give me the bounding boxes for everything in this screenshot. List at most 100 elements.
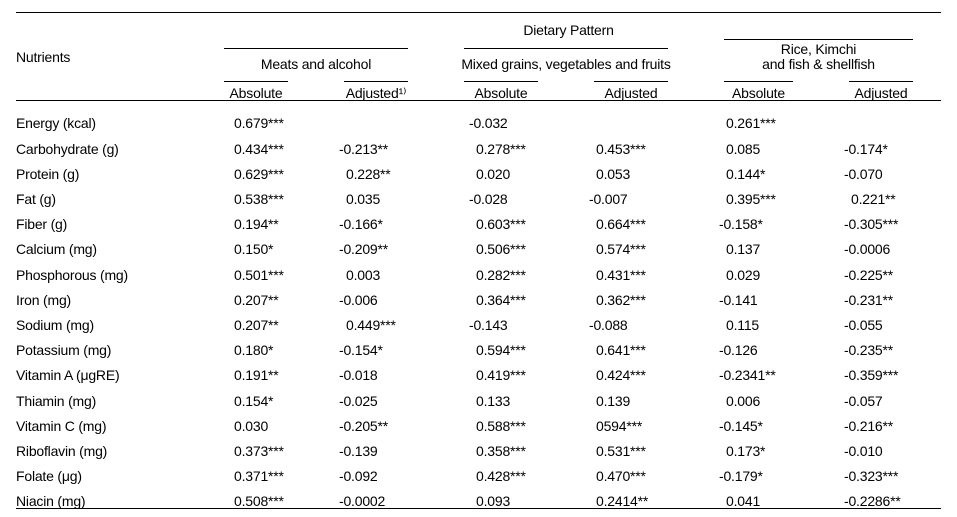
nutrient-name: Protein (g) [16,156,196,181]
cell-value: 0.428*** [436,458,566,483]
cell-value [821,101,941,131]
cell-value: 0.664*** [566,206,696,231]
cell-value: -0.323*** [821,458,941,483]
cell-value: 0.431*** [566,256,696,281]
cell-value: 0.278*** [436,130,566,155]
cell-value: 0.501*** [196,256,316,281]
cell-value: 0.470*** [566,458,696,483]
cell-value: 0.150* [196,231,316,256]
header-dietary-pattern: Dietary Pattern [196,13,941,38]
cell-value: 0.228** [316,156,436,181]
nutrient-name: Fiber (g) [16,206,196,231]
cell-value: 0.093 [436,483,566,509]
cell-value: 0.139 [566,382,696,407]
cell-value: 0.358*** [436,433,566,458]
cell-value: 0.194** [196,206,316,231]
table-row: Fat (g)0.538***0.035-0.028-0.0070.395***… [16,181,941,206]
nutrient-name: Sodium (mg) [16,307,196,332]
cell-value: -0.139 [316,433,436,458]
cell-value: 0.041 [696,483,821,509]
nutrient-name: Energy (kcal) [16,101,196,131]
header-group-0: Meats and alcohol [196,37,436,75]
table-row: Vitamin A (μgRE)0.191**-0.0180.419***0.4… [16,357,941,382]
cell-value: 0.180* [196,332,316,357]
cell-value: -0.006 [316,282,436,307]
nutrient-name: Potassium (mg) [16,332,196,357]
nutrient-name: Fat (g) [16,181,196,206]
nutrient-name: Riboflavin (mg) [16,433,196,458]
header-sub-adj-0: Adjusted¹⁾ [316,75,436,101]
cell-value [566,101,696,131]
cell-value: 0.364*** [436,282,566,307]
cell-value: 0.371*** [196,458,316,483]
cell-value: -0.145* [696,408,821,433]
cell-value: 0.538*** [196,181,316,206]
cell-value: -0.216** [821,408,941,433]
cell-value: 0.506*** [436,231,566,256]
nutrient-name: Niacin (mg) [16,483,196,509]
table-row: Niacin (mg)0.508***-0.00020.0930.2414**0… [16,483,941,509]
table-row: Fiber (g)0.194**-0.166*0.603***0.664***-… [16,206,941,231]
header-sub-adj-2: Adjusted [821,75,941,101]
cell-value: 0.588*** [436,408,566,433]
cell-value: -0.032 [436,101,566,131]
cell-value: 0.053 [566,156,696,181]
cell-value: 0.207** [196,282,316,307]
table-row: Sodium (mg)0.207**0.449***-0.143-0.0880.… [16,307,941,332]
nutrient-name: Carbohydrate (g) [16,130,196,155]
header-group-2: Rice, Kimchi and fish & shellfish [696,37,941,75]
cell-value: -0.057 [821,382,941,407]
cell-value: -0.0002 [316,483,436,509]
cell-value: 0.434*** [196,130,316,155]
header-nutrients: Nutrients [16,13,196,101]
cell-value: 0.030 [196,408,316,433]
cell-value: -0.0006 [821,231,941,256]
header-dietary-pattern-label: Dietary Pattern [523,22,613,38]
cell-value: -0.088 [566,307,696,332]
header-group-0-label: Meats and alcohol [196,49,436,72]
cell-value: 0.574*** [566,231,696,256]
cell-value: -0.007 [566,181,696,206]
header-group-1: Mixed grains, vegetables and fruits [436,37,696,75]
cell-value: 0.191** [196,357,316,382]
cell-value: -0.231** [821,282,941,307]
cell-value: 0.679*** [196,101,316,131]
cell-value: -0.225** [821,256,941,281]
cell-value: 0.144* [696,156,821,181]
cell-value: 0.531*** [566,433,696,458]
nutrient-name: Folate (μg) [16,458,196,483]
cell-value: -0.209** [316,231,436,256]
cell-value: 0.453*** [566,130,696,155]
cell-value: 0.594*** [436,332,566,357]
cell-value: 0.362*** [566,282,696,307]
cell-value: -0.166* [316,206,436,231]
cell-value: -0.141 [696,282,821,307]
table-row: Protein (g)0.629***0.228**0.0200.0530.14… [16,156,941,181]
nutrient-name: Vitamin A (μgRE) [16,357,196,382]
nutrient-name: Thiamin (mg) [16,382,196,407]
cell-value: 0.154* [196,382,316,407]
cell-value: -0.092 [316,458,436,483]
table-row: Folate (μg)0.371***-0.0920.428***0.470**… [16,458,941,483]
header-sub-abs-0: Absolute [196,75,316,101]
cell-value: 0594*** [566,408,696,433]
cell-value: 0.629*** [196,156,316,181]
cell-value: 0.003 [316,256,436,281]
header-group-2-label: Rice, Kimchi and fish & shellfish [696,40,941,73]
header-sub-adj-1: Adjusted [566,75,696,101]
header-sub-abs-2: Absolute [696,75,821,101]
cell-value: -0.158* [696,206,821,231]
cell-value: -0.179* [696,458,821,483]
cell-value: -0.2341** [696,357,821,382]
table-row: Iron (mg)0.207**-0.0060.364***0.362***-0… [16,282,941,307]
cell-value: 0.603*** [436,206,566,231]
cell-value: 0.449*** [316,307,436,332]
table-row: Phosphorous (mg)0.501***0.0030.282***0.4… [16,256,941,281]
cell-value: 0.006 [696,382,821,407]
cell-value: 0.221** [821,181,941,206]
cell-value: 0.373*** [196,433,316,458]
cell-value: 0.508*** [196,483,316,509]
nutrient-name: Vitamin C (mg) [16,408,196,433]
table-body: Energy (kcal)0.679***-0.0320.261***Carbo… [16,101,941,509]
cell-value: 0.133 [436,382,566,407]
